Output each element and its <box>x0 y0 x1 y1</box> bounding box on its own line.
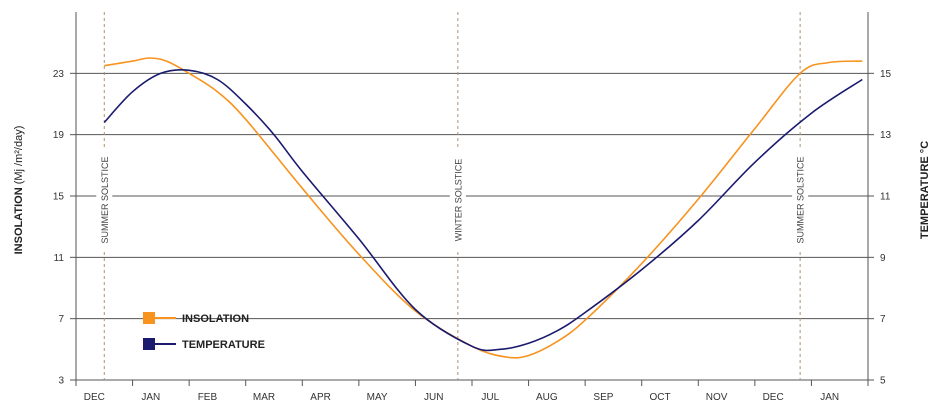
x-tick-label: MAR <box>253 392 275 401</box>
left-tick-label: 11 <box>54 253 65 264</box>
solstice-label: SUMMER SOLSTICE <box>100 156 110 243</box>
x-tick-label: JUN <box>424 392 443 401</box>
left-tick-label: 7 <box>58 314 64 325</box>
left-tick-label: 23 <box>53 69 65 80</box>
x-tick-label: FEB <box>198 392 218 401</box>
left-tick-label: 19 <box>53 130 65 141</box>
solstice-label-bg <box>792 150 809 250</box>
x-tick-label: AUG <box>536 392 558 401</box>
right-tick-label: 9 <box>880 253 886 264</box>
series-line-temperature <box>103 69 863 352</box>
solstice-label: SUMMER SOLSTICE <box>796 156 806 243</box>
x-tick-label: JAN <box>141 392 160 401</box>
legend-swatch <box>143 312 155 324</box>
solstice-label: WINTER SOLSTICE <box>453 159 463 242</box>
right-tick-label: 11 <box>880 192 891 203</box>
right-tick-label: 5 <box>880 376 886 387</box>
solstice-markers: SUMMER SOLSTICE WINTER SOLSTICE SUMMER SOL… <box>96 12 809 380</box>
left-tick-label: 3 <box>58 376 64 387</box>
right-tick-label: 13 <box>880 130 892 141</box>
solstice-label-bg <box>449 150 466 250</box>
x-tick-label: NOV <box>706 392 728 401</box>
right-tick-label: 7 <box>880 314 886 325</box>
legend-label: TEMPERATURE <box>182 339 265 351</box>
x-tick-label: SEP <box>593 392 613 401</box>
solstice-label-bg <box>96 150 113 250</box>
x-tick-label: OCT <box>649 392 670 401</box>
x-tick-label: DEC <box>84 392 105 401</box>
legend-swatch <box>143 338 155 350</box>
series-lines <box>103 57 863 359</box>
x-tick-label: JAN <box>820 392 839 401</box>
right-tick-label: 15 <box>880 69 892 80</box>
x-tick-label: APR <box>310 392 331 401</box>
x-tick-label: JUL <box>481 392 499 401</box>
right-y-axis: 5 7 9 11 13 15 <box>868 69 892 387</box>
right-axis-title: TEMPERATURE °C <box>919 141 931 239</box>
legend: INSOLATION TEMPERATURE <box>143 312 265 351</box>
left-axis-title: INSOLATION (Mj /m²/day) <box>13 126 25 255</box>
x-axis: DEC JAN FEB MAR APR MAY JUN JUL AUG SEP OCT NOV DEC J… <box>75 380 869 401</box>
left-y-axis: 3 7 11 15 19 23 <box>53 69 76 387</box>
x-tick-label: DEC <box>763 392 784 401</box>
left-tick-label: 15 <box>53 192 65 203</box>
x-tick-label: MAY <box>367 392 388 401</box>
legend-label: INSOLATION <box>182 313 249 325</box>
